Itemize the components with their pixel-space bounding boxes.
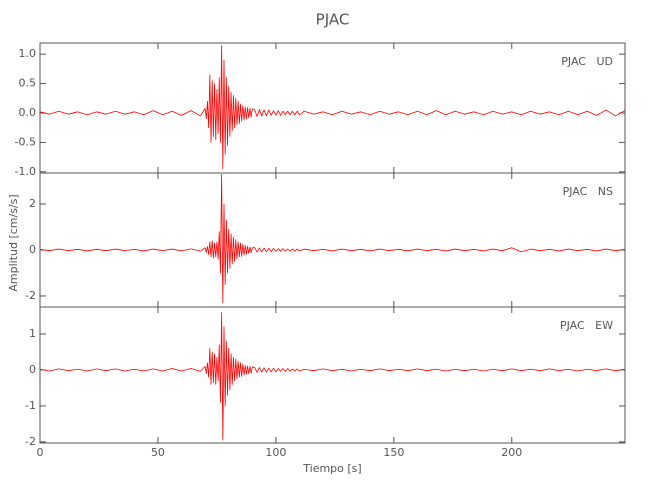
- y-tick-label: 1.0: [19, 47, 37, 60]
- x-tick-label: 100: [265, 446, 286, 459]
- panel-label: PJAC NS: [563, 185, 613, 198]
- chart-title: PJAC: [316, 11, 350, 29]
- y-tick-label: 0.5: [19, 77, 37, 90]
- y-tick-label: 0: [29, 243, 36, 256]
- x-tick-label: 200: [501, 446, 522, 459]
- y-tick-label: 1: [29, 327, 36, 340]
- x-tick-label: 0: [37, 446, 44, 459]
- x-tick-label: 150: [383, 446, 404, 459]
- y-tick-label: -1.0: [15, 165, 36, 178]
- panel-frame: [39, 306, 626, 444]
- y-tick-label: -1: [25, 399, 36, 412]
- panel-frame: [39, 172, 626, 308]
- y-tick-label: -2: [25, 435, 36, 448]
- x-tick-label: 50: [151, 446, 165, 459]
- waveform: [39, 173, 626, 304]
- y-tick-label: 2: [29, 197, 36, 210]
- panel-frame: [39, 42, 626, 174]
- y-tick-label: -2: [25, 289, 36, 302]
- panel-label: PJAC UD: [561, 55, 613, 68]
- waveform: [39, 44, 626, 170]
- waveform: [39, 312, 626, 441]
- y-tick-label: 0: [29, 363, 36, 376]
- y-axis-label: Amplitud [cm/s/s]: [7, 194, 20, 291]
- x-axis-label: Tiempo [s]: [302, 462, 361, 475]
- panel-label: PJAC EW: [560, 319, 613, 332]
- y-tick-label: 0.0: [19, 106, 37, 119]
- y-tick-label: -0.5: [15, 135, 36, 148]
